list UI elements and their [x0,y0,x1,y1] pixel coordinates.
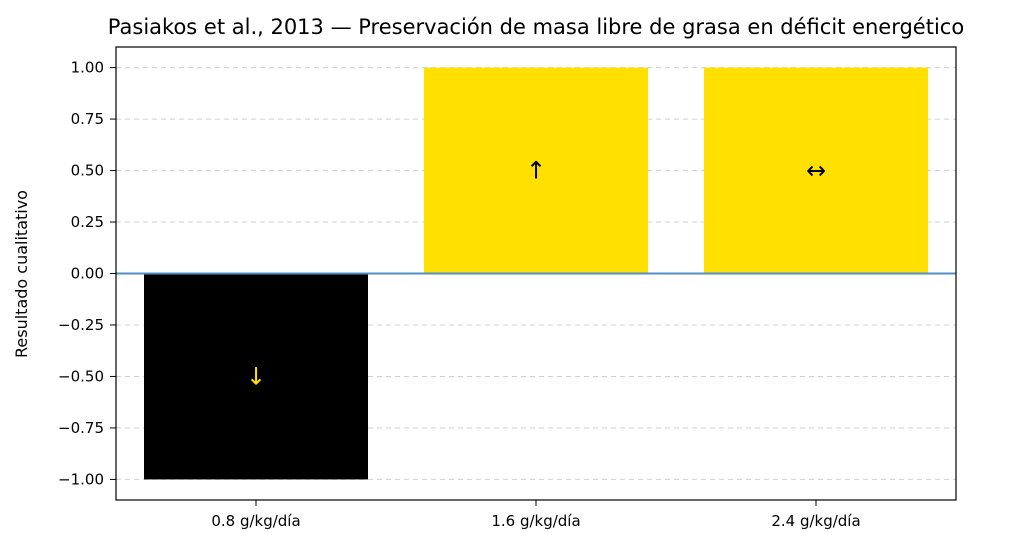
y-tick-label: −0.50 [58,367,104,385]
chart-title: Pasiakos et al., 2013 — Preservación de … [108,15,964,39]
x-tick-label: 1.6 g/kg/día [491,512,580,530]
x-tick-label: 0.8 g/kg/día [211,512,300,530]
y-tick-label: 0.75 [71,110,104,128]
y-tick-label: −1.00 [58,470,104,488]
y-tick-label: −0.75 [58,419,104,437]
y-tick-label: 0.00 [71,265,104,283]
bar-label: ↔ [806,157,826,185]
bar [144,273,368,480]
bar-label: ↑ [526,157,546,185]
y-axis-label: Resultado cualitativo [12,190,31,358]
bars [144,67,928,480]
x-tick-label: 2.4 g/kg/día [771,512,860,530]
bar [424,67,648,274]
bar-label: ↓ [246,362,266,390]
y-tick-label: 0.25 [71,213,104,231]
y-tick-label: 1.00 [71,59,104,77]
y-tick-label: −0.25 [58,316,104,334]
bar [704,67,928,274]
bar-labels: ↓ ↑ ↔ [246,157,826,391]
ticks: −1.00 −0.75 −0.50 −0.25 0.00 0.25 0.50 0.75 1.00… [58,59,861,530]
y-tick-label: 0.50 [71,162,104,180]
